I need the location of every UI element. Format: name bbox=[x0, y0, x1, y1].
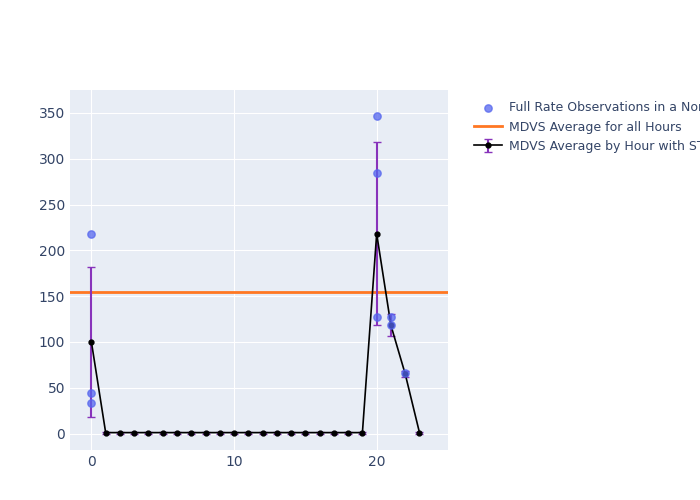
Full Rate Observations in a Normal Point bbox=[86, 400, 97, 407]
MDVS Average for all Hours bbox=[88, 288, 96, 294]
Full Rate Observations in a Normal Point bbox=[385, 313, 396, 321]
Full Rate Observations in a Normal Point bbox=[385, 322, 396, 330]
Full Rate Observations in a Normal Point bbox=[86, 230, 97, 238]
Full Rate Observations in a Normal Point bbox=[371, 313, 382, 321]
Full Rate Observations in a Normal Point bbox=[371, 112, 382, 120]
MDVS Average for all Hours bbox=[102, 288, 110, 294]
Legend: Full Rate Observations in a Normal Point, MDVS Average for all Hours, MDVS Avera: Full Rate Observations in a Normal Point… bbox=[470, 96, 700, 158]
Full Rate Observations in a Normal Point bbox=[371, 170, 382, 177]
Full Rate Observations in a Normal Point bbox=[400, 369, 411, 377]
Full Rate Observations in a Normal Point bbox=[86, 389, 97, 397]
